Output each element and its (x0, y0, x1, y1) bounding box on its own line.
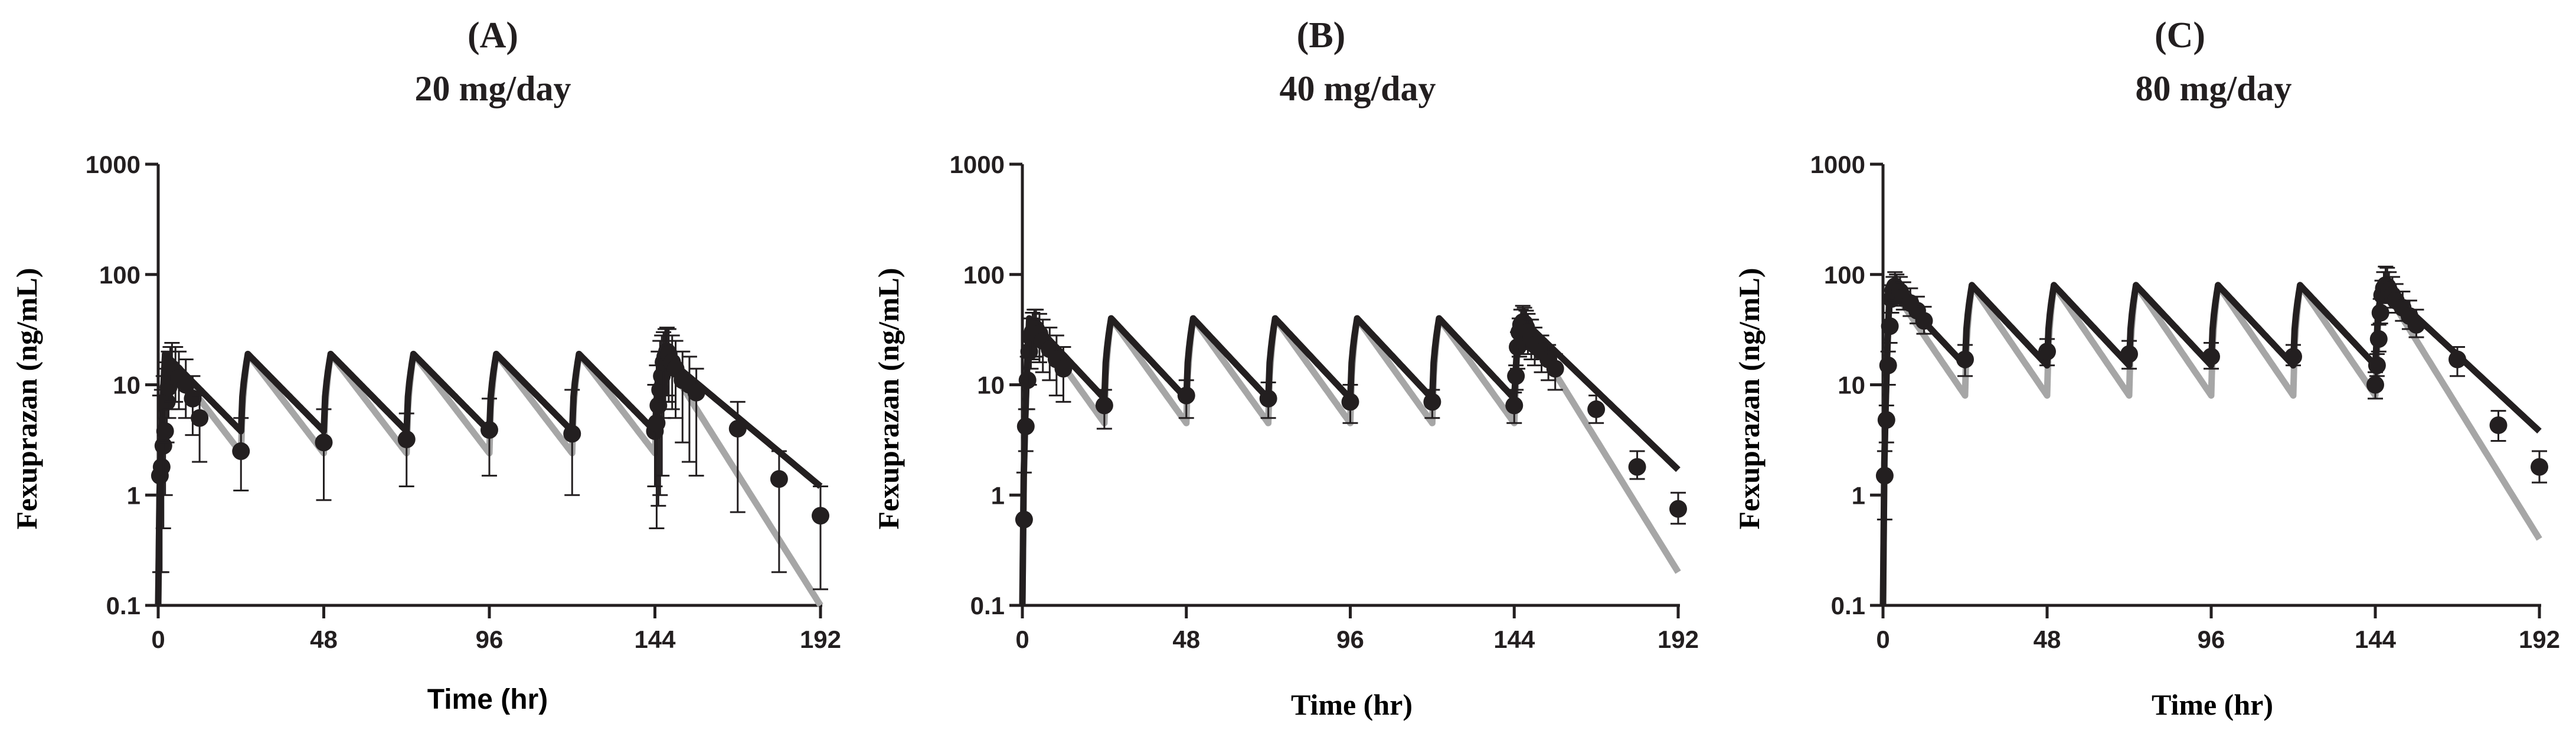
panel-c-observed-point (1878, 411, 1895, 429)
panel-c-y-axis-title: Fexuprazan (ng/mL) (1732, 268, 1766, 529)
panel-a-y-tick-label: 10 (113, 371, 140, 399)
panel-c-y-tick-label: 100 (1824, 261, 1865, 289)
panel-a-observed-point (156, 422, 174, 440)
panel-b-x-tick-label: 144 (1493, 625, 1535, 653)
panel-b-x-tick-label: 192 (1658, 625, 1699, 653)
panel-b-x-axis-title: Time (hr) (1291, 688, 1413, 721)
panel-b-y-tick-label: 1000 (950, 151, 1005, 178)
panel-c-observed-point (2372, 304, 2389, 322)
panel-b-observed-point (1342, 393, 1359, 410)
panel-a-observed-point (232, 442, 250, 460)
panel-a-observed-point (480, 421, 498, 439)
panel-c: (C) 80 mg/day Fexuprazan (ng/mL) Time (h… (1732, 15, 2560, 721)
panel-a-x-tick-label: 0 (151, 625, 165, 653)
panel-c-x-tick-label: 96 (2198, 625, 2225, 653)
panel-c-y-tick-label: 0.1 (1831, 592, 1865, 620)
panel-b-y-tick-label: 100 (963, 261, 1005, 289)
panel-c-black-curve-group (1883, 285, 2539, 605)
panel-a-y-tick-label: 0.1 (106, 592, 140, 620)
panel-a-observed-point (812, 507, 829, 524)
panel-c-observed-point (2120, 345, 2138, 363)
panel-c-observed-point (1881, 317, 1899, 335)
panel-a-x-axis-title: Time (hr) (427, 684, 548, 715)
panel-c-observed-point (1915, 312, 1933, 330)
panel-a-observed-point (398, 431, 416, 448)
panel-c-observed-point (2366, 376, 2384, 394)
panel-c-observed-point (2368, 357, 2386, 374)
panel-c-observed-point (2202, 348, 2220, 366)
panel-c-x-tick-label: 144 (2355, 625, 2397, 653)
panel-c-y-tick-label: 10 (1838, 371, 1865, 399)
panel-b-observed-point (1587, 400, 1605, 418)
panel-b-x-tick-label: 96 (1336, 625, 1364, 653)
panel-b-observed-point (1507, 367, 1525, 385)
panel-a-observed-point (770, 470, 788, 488)
panel-c-title: 80 mg/day (2135, 69, 2291, 108)
panel-b-letter: (B) (1297, 15, 1346, 56)
panel-b-observed-point (1096, 396, 1113, 414)
panel-a-black-curve-group (158, 354, 820, 605)
panel-b-y-tick-label: 10 (977, 371, 1005, 399)
panel-c-observed-point (2490, 416, 2508, 434)
panel-a: (A) 20 mg/day Fexuprazan (ng/mL) Time (h… (10, 15, 841, 715)
panel-a-y-axis-title: Fexuprazan (ng/mL) (10, 268, 43, 529)
panel-c-observed-point (2408, 316, 2425, 334)
panel-b-y-axis-title: Fexuprazan (ng/mL) (872, 268, 905, 529)
panel-b-black-curve-group (1022, 318, 1678, 605)
panel-c-x-tick-label: 192 (2519, 625, 2560, 653)
panel-b-observed-point (1629, 458, 1646, 476)
panel-a-x-tick-label: 192 (800, 625, 841, 653)
panel-a-observed-point (191, 409, 208, 427)
panel-b-title: 40 mg/day (1279, 69, 1436, 108)
panel-a-y-tick-label: 1 (127, 481, 140, 509)
panel-a-title: 20 mg/day (414, 69, 571, 108)
panel-b-observed-point (1054, 360, 1072, 377)
panel-c-x-tick-label: 0 (1876, 625, 1889, 653)
panel-c-y-tick-label: 1000 (1810, 151, 1865, 178)
panel-a-observed-point (729, 420, 747, 438)
figure: (A) 20 mg/day Fexuprazan (ng/mL) Time (h… (0, 0, 2576, 730)
panel-b-observed-point (1017, 418, 1035, 435)
panel-b-observed-point (1178, 387, 1195, 405)
panel-a-black-curve (158, 354, 820, 605)
panel-b: (B) 40 mg/day Fexuprazan (ng/mL) Time (h… (872, 15, 1699, 721)
panel-a-y-tick-label: 100 (99, 261, 140, 289)
panel-c-x-tick-label: 48 (2034, 625, 2061, 653)
panel-c-observed-point (2448, 350, 2466, 368)
panel-b-observed-point (1019, 371, 1037, 389)
panel-a-observed-point (315, 434, 333, 451)
panel-a-x-tick-label: 48 (310, 625, 338, 653)
panel-b-black-curve (1022, 318, 1678, 605)
panel-b-observed-point (1547, 360, 1564, 377)
panel-c-observed-point (2531, 458, 2548, 476)
panel-c-observed-point (1956, 350, 1974, 368)
panel-a-observed-point (153, 458, 171, 476)
panel-c-letter: (C) (2155, 15, 2205, 56)
panel-b-y-tick-label: 1 (991, 481, 1005, 509)
panel-b-observed-point (1015, 511, 1033, 529)
panel-c-y-tick-label: 1 (1852, 481, 1865, 509)
panel-c-observed-point (1879, 357, 1897, 374)
panel-a-letter: (A) (468, 15, 518, 56)
panel-b-observed-point (1505, 396, 1523, 414)
panel-c-observed-point (2284, 348, 2302, 366)
panel-b-x-tick-label: 48 (1172, 625, 1200, 653)
panel-b-observed-point (1423, 393, 1441, 410)
panel-c-ticks: 0.1 1 10 100 1000 0 48 96 144 192 (1810, 151, 2560, 653)
panel-b-observed-point (1669, 500, 1687, 518)
panel-c-observed-point (2038, 343, 2056, 360)
panel-c-observed-point (1876, 467, 1894, 484)
panel-a-observed-point (688, 384, 705, 402)
panel-b-x-tick-label: 0 (1015, 625, 1029, 653)
panel-a-x-tick-label: 144 (634, 625, 676, 653)
panel-c-black-curve (1883, 285, 2539, 605)
panel-c-observed-point (2370, 330, 2388, 348)
panel-b-observed-point (1260, 390, 1277, 408)
panel-b-y-tick-label: 0.1 (970, 592, 1005, 620)
panel-a-y-tick-label: 1000 (86, 151, 140, 178)
panel-c-x-axis-title: Time (hr) (2152, 688, 2273, 721)
panel-a-observed-point (563, 425, 581, 442)
panel-a-x-tick-label: 96 (476, 625, 504, 653)
